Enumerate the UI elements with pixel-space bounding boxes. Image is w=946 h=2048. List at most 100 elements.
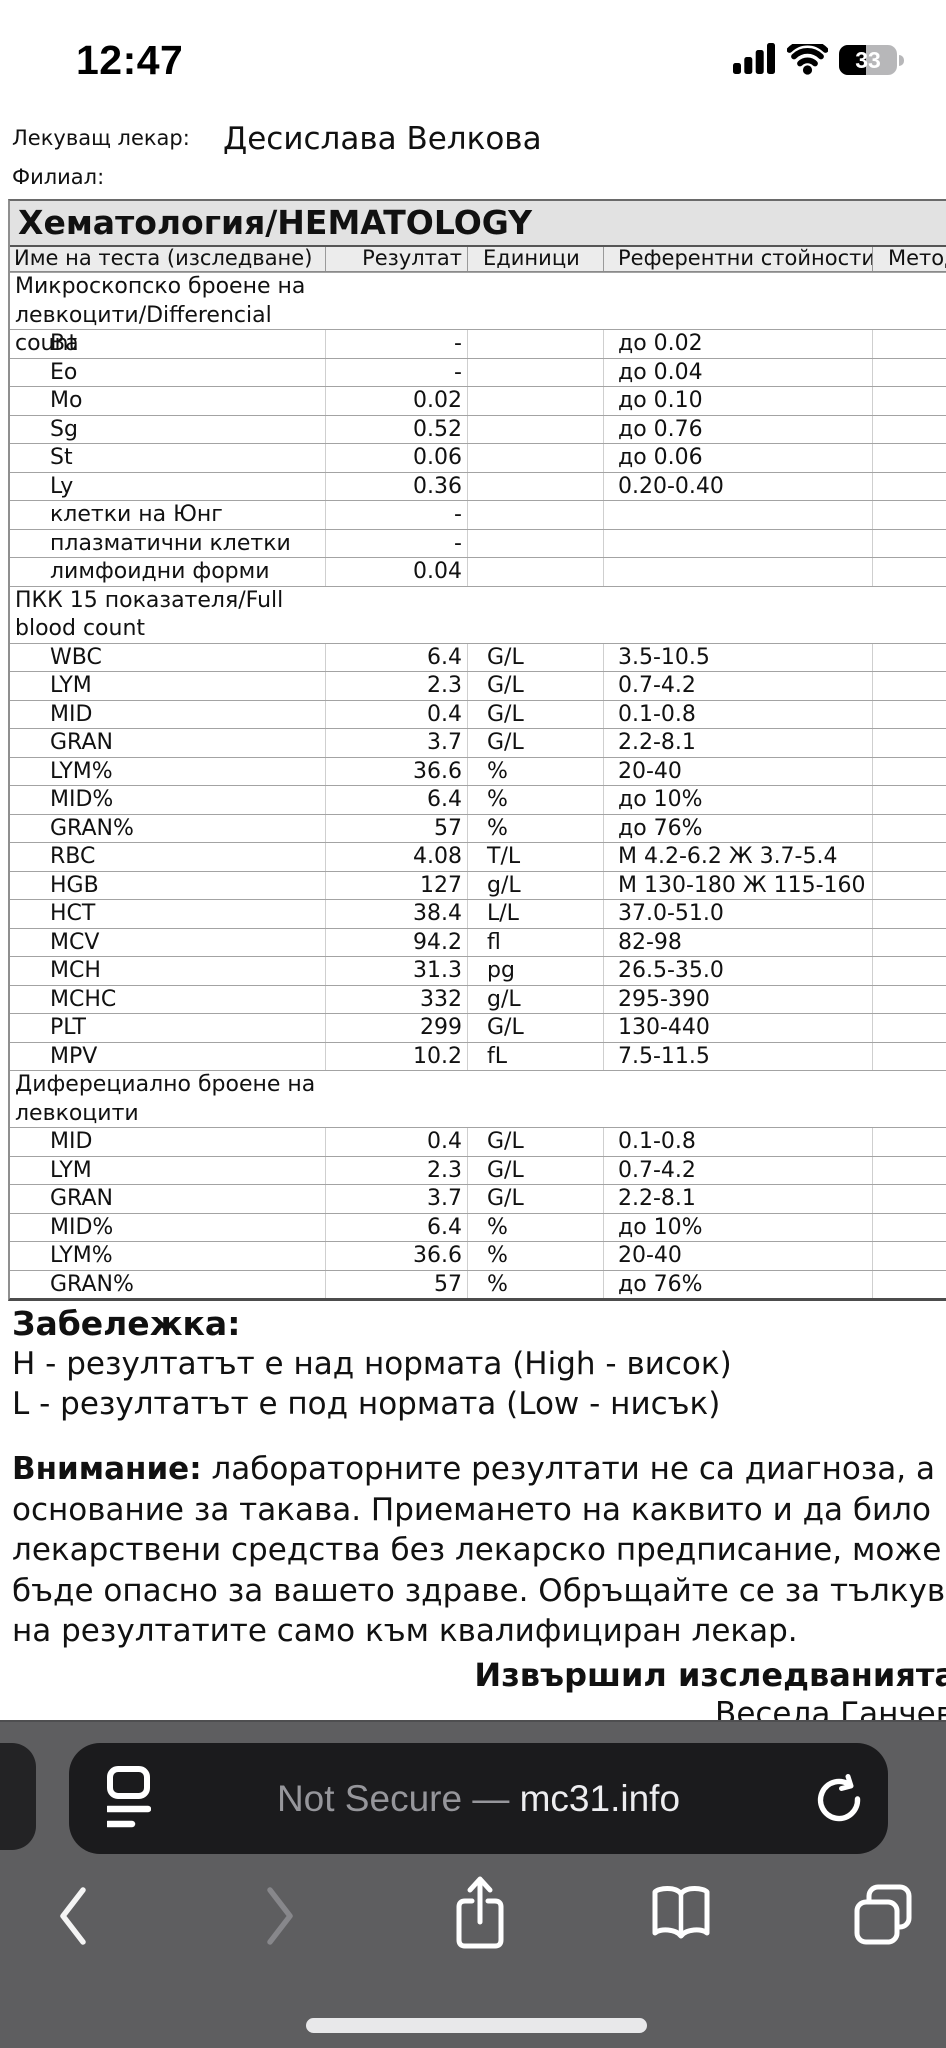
test-reference-range: 295-390 <box>604 985 873 1013</box>
test-method <box>873 986 946 1014</box>
battery-percent: 33 <box>855 47 881 73</box>
safari-toolbar: Not Secure — mc31.info <box>0 1720 946 2048</box>
test-name: GRAN <box>10 1185 326 1213</box>
test-reference-range: 3.5-10.5 <box>604 643 873 671</box>
test-unit: L/L <box>468 900 604 928</box>
test-unit <box>468 330 604 358</box>
test-result: - <box>326 330 468 358</box>
test-reference-range: до 76% <box>604 814 873 842</box>
column-header-units: Единици <box>468 247 604 271</box>
test-method <box>873 530 946 558</box>
address-bar-text[interactable]: Not Secure — mc31.info <box>69 1778 888 1820</box>
test-unit: % <box>468 1213 604 1241</box>
test-name: HGB <box>10 871 326 899</box>
test-name: MID <box>10 700 326 728</box>
test-unit: G/L <box>468 700 604 728</box>
test-unit: % <box>468 814 604 842</box>
test-result: 57 <box>326 1270 468 1298</box>
test-method <box>873 1185 946 1213</box>
test-unit <box>468 415 604 443</box>
safari-nav-row <box>0 1876 946 1962</box>
test-result: 10.2 <box>326 1042 468 1070</box>
test-unit: G/L <box>468 672 604 700</box>
domain-label: mc31.info <box>509 1777 681 1819</box>
table-row: Sg 0.52 до 0.76 <box>10 414 946 443</box>
column-header-reference: Референтни стойности <box>604 247 873 271</box>
table-row: клетки на Юнг - <box>10 500 946 529</box>
test-result: 31.3 <box>326 957 468 985</box>
warning-line: Внимание: лабораторните резултати не са … <box>12 1451 935 1487</box>
home-indicator[interactable] <box>306 2018 647 2033</box>
test-method <box>873 330 946 358</box>
table-section-row: Микроскопско броене на левкоцити/Differe… <box>10 272 946 356</box>
test-name: плазматични клетки <box>10 529 326 557</box>
table-row: плазматични клетки - <box>10 528 946 558</box>
table-section-row: Диферециално броене на левкоцити <box>10 1070 946 1127</box>
test-reference-range <box>604 529 873 557</box>
test-method <box>873 758 946 786</box>
bookmarks-button[interactable] <box>648 1884 714 1944</box>
test-name: Sg <box>10 415 326 443</box>
test-name: GRAN% <box>10 1270 326 1298</box>
test-reference-range: 7.5-11.5 <box>604 1042 873 1070</box>
refresh-icon[interactable] <box>815 1774 863 1824</box>
test-result: 0.02 <box>326 387 468 415</box>
test-reference-range: 20-40 <box>604 757 873 785</box>
adjacent-tab-stub[interactable] <box>0 1743 36 1850</box>
test-result: - <box>326 358 468 386</box>
reader-icon[interactable] <box>107 1766 151 1830</box>
test-name: GRAN% <box>10 814 326 842</box>
test-method <box>873 701 946 729</box>
test-name: Ly <box>10 472 326 500</box>
share-button[interactable] <box>450 1874 510 1954</box>
test-unit: G/L <box>468 1014 604 1042</box>
test-reference-range: 0.1-0.8 <box>604 1128 873 1156</box>
test-result: 36.6 <box>326 757 468 785</box>
test-method <box>873 644 946 672</box>
wifi-icon <box>787 44 828 75</box>
test-name: лимфоидни форми <box>10 558 326 586</box>
test-method <box>873 872 946 900</box>
test-result: 6.4 <box>326 643 468 671</box>
table-row: PLT 299 G/L 130-440 <box>10 1013 946 1042</box>
test-unit: fl <box>468 928 604 956</box>
warning-label: Внимание: <box>12 1451 202 1487</box>
test-reference-range: 26.5-35.0 <box>604 957 873 985</box>
test-result: - <box>326 529 468 557</box>
table-row: лимфоидни форми 0.04 <box>10 557 946 586</box>
test-name: MCH <box>10 957 326 985</box>
table-row: MID 0.4 G/L 0.1-0.8 <box>10 1127 946 1156</box>
test-name: HCT <box>10 900 326 928</box>
test-reference-range: 2.2-8.1 <box>604 729 873 757</box>
battery-body <box>839 45 897 75</box>
test-reference-range: 82-98 <box>604 928 873 956</box>
back-button[interactable] <box>55 1885 91 1947</box>
forward-button[interactable] <box>262 1885 298 1947</box>
test-reference-range: 20-40 <box>604 1242 873 1270</box>
test-unit: G/L <box>468 1185 604 1213</box>
test-unit: T/L <box>468 843 604 871</box>
address-bar[interactable]: Not Secure — mc31.info <box>69 1743 888 1854</box>
table-row: MID% 6.4 % до 10% <box>10 785 946 814</box>
test-result: 4.08 <box>326 843 468 871</box>
test-result: 6.4 <box>326 1213 468 1241</box>
test-name: LYM% <box>10 1242 326 1270</box>
section-name: ПКК 15 показателя/Full blood count <box>15 587 284 642</box>
test-method <box>873 444 946 472</box>
test-name: клетки на Юнг <box>10 501 326 529</box>
test-method <box>873 1271 946 1299</box>
test-method <box>873 957 946 985</box>
test-reference-range: 0.7-4.2 <box>604 1156 873 1184</box>
note-legend-low: L - резултатът е под нормата (Low - нисъ… <box>12 1386 721 1422</box>
test-unit: g/L <box>468 985 604 1013</box>
test-method <box>873 1043 946 1071</box>
section-name: Диферециално броене на левкоцити <box>15 1072 316 1126</box>
table-row: GRAN% 57 % до 76% <box>10 1269 946 1299</box>
test-result: 299 <box>326 1014 468 1042</box>
status-bar-time: 12:47 <box>76 37 184 83</box>
test-unit: % <box>468 1242 604 1270</box>
tabs-button[interactable] <box>852 1883 914 1947</box>
test-method <box>873 786 946 814</box>
table-row: GRAN 3.7 G/L 2.2-8.1 <box>10 1184 946 1213</box>
test-name: Eo <box>10 358 326 386</box>
